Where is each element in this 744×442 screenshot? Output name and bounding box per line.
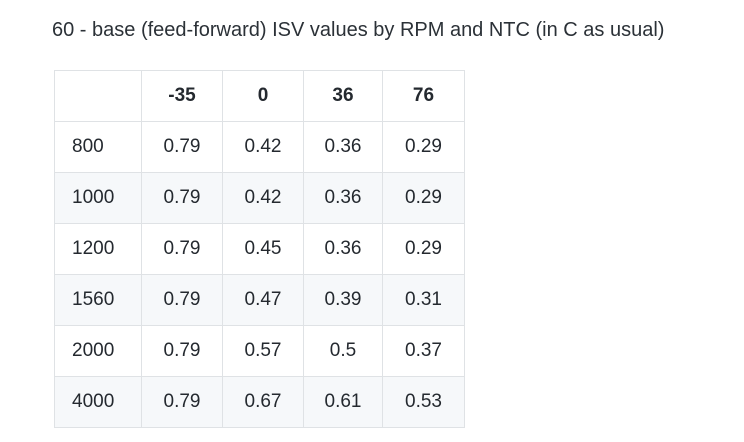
isv-value-cell: 0.42 bbox=[222, 172, 304, 224]
isv-value-cell: 0.29 bbox=[382, 121, 465, 173]
isv-value-cell: 0.79 bbox=[141, 376, 223, 428]
isv-value-cell: 0.45 bbox=[222, 223, 304, 275]
row-header-rpm: 1000 bbox=[54, 172, 142, 224]
isv-value-cell: 0.29 bbox=[382, 172, 465, 224]
row-header-rpm: 2000 bbox=[54, 325, 142, 377]
isv-value-cell: 0.67 bbox=[222, 376, 304, 428]
column-header-ntc: -35 bbox=[141, 70, 223, 122]
isv-values-table: -35 0 36 76 800 0.79 0.42 0.36 0.29 1000… bbox=[54, 70, 465, 428]
isv-value-cell: 0.79 bbox=[141, 121, 223, 173]
table-row: 1000 0.79 0.42 0.36 0.29 bbox=[54, 172, 465, 224]
row-header-rpm: 4000 bbox=[54, 376, 142, 428]
column-header-ntc: 0 bbox=[222, 70, 304, 122]
table-row: 1200 0.79 0.45 0.36 0.29 bbox=[54, 223, 465, 275]
column-header-ntc: 36 bbox=[303, 70, 383, 122]
isv-value-cell: 0.79 bbox=[141, 325, 223, 377]
isv-value-cell: 0.29 bbox=[382, 223, 465, 275]
table-row: 4000 0.79 0.67 0.61 0.53 bbox=[54, 376, 465, 428]
page-title: 60 - base (feed-forward) ISV values by R… bbox=[52, 19, 665, 41]
table-row: 800 0.79 0.42 0.36 0.29 bbox=[54, 121, 465, 173]
isv-value-cell: 0.31 bbox=[382, 274, 465, 326]
isv-value-cell: 0.36 bbox=[303, 121, 383, 173]
isv-value-cell: 0.79 bbox=[141, 223, 223, 275]
isv-value-cell: 0.5 bbox=[303, 325, 383, 377]
table-header-row: -35 0 36 76 bbox=[54, 70, 465, 122]
row-header-rpm: 800 bbox=[54, 121, 142, 173]
row-header-rpm: 1200 bbox=[54, 223, 142, 275]
isv-value-cell: 0.47 bbox=[222, 274, 304, 326]
isv-value-cell: 0.61 bbox=[303, 376, 383, 428]
isv-value-cell: 0.39 bbox=[303, 274, 383, 326]
isv-value-cell: 0.42 bbox=[222, 121, 304, 173]
isv-value-cell: 0.37 bbox=[382, 325, 465, 377]
isv-value-cell: 0.36 bbox=[303, 223, 383, 275]
column-header-ntc: 76 bbox=[382, 70, 465, 122]
row-header-rpm: 1560 bbox=[54, 274, 142, 326]
isv-value-cell: 0.53 bbox=[382, 376, 465, 428]
isv-value-cell: 0.79 bbox=[141, 274, 223, 326]
table-row: 2000 0.79 0.57 0.5 0.37 bbox=[54, 325, 465, 377]
table-row: 1560 0.79 0.47 0.39 0.31 bbox=[54, 274, 465, 326]
isv-value-cell: 0.57 bbox=[222, 325, 304, 377]
isv-value-cell: 0.36 bbox=[303, 172, 383, 224]
corner-header-cell bbox=[54, 70, 142, 122]
isv-value-cell: 0.79 bbox=[141, 172, 223, 224]
